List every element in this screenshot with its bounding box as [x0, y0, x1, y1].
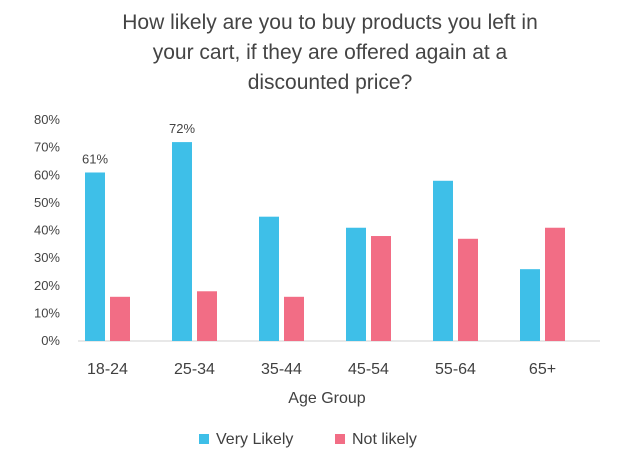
y-tick-label: 0% [41, 333, 60, 348]
bars: 61% 72% [82, 121, 565, 341]
bar-not-likely-45-54 [371, 236, 391, 341]
y-tick-label: 70% [34, 140, 60, 155]
legend: Very Likely Not likely [199, 431, 417, 448]
x-tick-label: 18-24 [87, 361, 128, 378]
legend-swatch [199, 434, 209, 444]
y-tick-label: 10% [34, 305, 60, 320]
x-axis-label: Age Group [288, 390, 365, 407]
y-tick-label: 80% [34, 112, 60, 127]
bar-not-likely-25-34 [197, 291, 217, 341]
y-tick-label: 30% [34, 250, 60, 265]
bar-very-likely-45-54 [346, 227, 366, 341]
bar-not-likely-65+ [545, 227, 565, 341]
data-label: 61% [82, 151, 108, 166]
bar-not-likely-18-24 [110, 296, 130, 341]
y-axis-ticks: 0% 10% 20% 30% 40% 50% 60% 70% 80% [34, 112, 60, 348]
chart-title-line-2: your cart, if they are offered again at … [152, 41, 508, 64]
x-tick-label: 25-34 [174, 361, 215, 378]
legend-label: Not likely [352, 431, 417, 448]
chart-title-line-3: discounted price? [247, 71, 413, 94]
chart-title: How likely are you to buy products you l… [40, 8, 618, 98]
bar-very-likely-25-34 [172, 142, 192, 341]
y-tick-label: 20% [34, 278, 60, 293]
bar-not-likely-35-44 [284, 296, 304, 341]
y-tick-label: 40% [34, 223, 60, 238]
bar-very-likely-18-24 [85, 172, 105, 341]
legend-swatch [335, 434, 345, 444]
x-tick-label: 55-64 [435, 361, 476, 378]
bar-not-likely-55-64 [458, 238, 478, 341]
data-label: 72% [169, 121, 195, 136]
x-tick-label: 65+ [529, 361, 556, 378]
x-tick-label: 35-44 [261, 361, 302, 378]
x-tick-label: 45-54 [348, 361, 389, 378]
legend-label: Very Likely [216, 431, 293, 448]
y-tick-label: 60% [34, 167, 60, 182]
y-tick-label: 50% [34, 195, 60, 210]
bar-very-likely-65+ [520, 269, 540, 341]
bar-very-likely-35-44 [259, 216, 279, 341]
chart-title-line-1: How likely are you to buy products you l… [122, 11, 538, 34]
bar-very-likely-55-64 [433, 180, 453, 341]
x-axis-categories: 18-24 25-34 35-44 45-54 55-64 65+ [87, 361, 556, 378]
